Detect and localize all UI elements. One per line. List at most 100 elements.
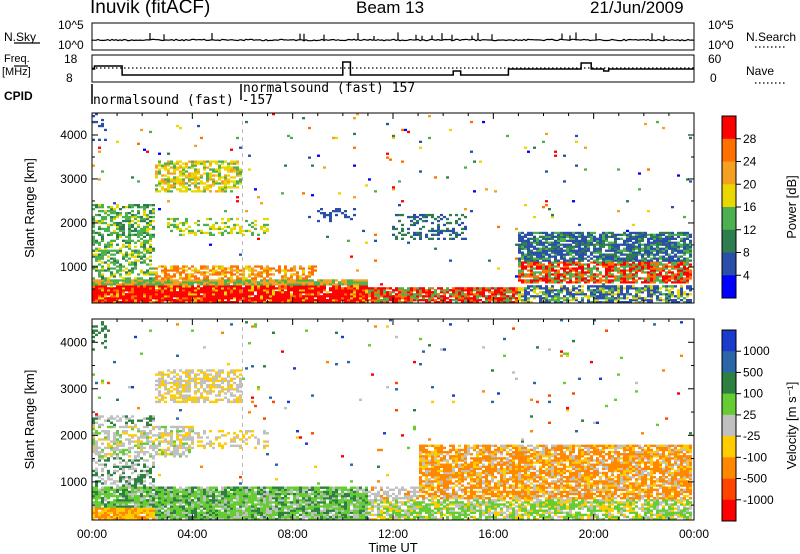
range-gate-cell (149, 255, 152, 258)
range-gate-cell (395, 237, 398, 240)
range-gate-cell (224, 295, 227, 298)
range-gate-cell (230, 231, 233, 235)
range-gate-cell (110, 285, 113, 288)
range-gate-cell (302, 267, 305, 270)
range-gate-cell (596, 281, 599, 284)
beam-title: Beam 13 (356, 0, 425, 17)
range-gate-cell (623, 233, 626, 236)
range-gate-cell (215, 279, 218, 282)
range-gate-cell (365, 184, 368, 187)
range-gate-cell (206, 297, 209, 300)
range-gate-cell (623, 247, 626, 250)
range-gate-cell (251, 225, 254, 229)
range-gate-cell (686, 301, 689, 304)
range-gate-cell (575, 275, 578, 278)
range-gate-cell (284, 279, 287, 282)
range-gate-cell (689, 269, 692, 272)
range-gate-cell (92, 249, 95, 252)
range-gate-cell (518, 245, 521, 248)
range-gate-cell (98, 507, 101, 510)
range-gate-cell (260, 227, 263, 231)
range-gate-cell (470, 150, 473, 153)
range-gate-cell (404, 128, 407, 132)
range-gate-cell (635, 279, 638, 282)
range-gate-cell (686, 249, 689, 252)
range-gate-cell (92, 287, 95, 290)
range-gate-cell (584, 293, 587, 296)
range-gate-cell (212, 295, 215, 298)
range-gate-cell (506, 287, 509, 290)
range-gate-cell (92, 253, 95, 256)
range-gate-cell (146, 225, 149, 229)
range-gate-cell (191, 279, 194, 282)
range-gate-cell (152, 287, 155, 290)
range-gate-cell (137, 239, 140, 242)
range-gate-cell (155, 267, 158, 270)
range-gate-cell (584, 243, 587, 246)
range-gate-cell (95, 507, 98, 510)
range-gate-cell (101, 469, 104, 473)
range-gate-cell (230, 180, 233, 183)
range-gate-cell (224, 168, 227, 171)
range-gate-cell (611, 257, 614, 260)
range-gate-cell (602, 257, 605, 260)
range-gate-cell (428, 289, 431, 292)
range-gate-cell (119, 227, 122, 231)
range-gate-cell (182, 277, 185, 280)
range-gate-cell (104, 480, 107, 483)
range-gate-cell (668, 259, 671, 262)
range-gate-cell (521, 301, 524, 304)
range-gate-cell (197, 160, 200, 163)
range-gate-cell (419, 170, 422, 173)
range-gate-cell (527, 301, 530, 304)
range-gate-cell (308, 126, 311, 130)
range-gate-cell (266, 275, 269, 278)
range-gate-cell (170, 265, 173, 268)
range-gate-cell (182, 271, 185, 274)
range-gate-cell (449, 289, 452, 292)
range-gate-cell (536, 261, 539, 264)
range-gate-cell (527, 253, 530, 256)
range-gate-cell (518, 261, 521, 264)
range-gate-cell (401, 223, 404, 227)
range-gate-cell (632, 245, 635, 248)
range-gate-cell (272, 291, 275, 294)
range-gate-cell (95, 249, 98, 252)
range-gate-cell (98, 206, 101, 209)
range-gate-cell (281, 279, 284, 282)
range-gate-cell (584, 168, 587, 171)
range-gate-cell (617, 269, 620, 272)
range-gate-cell (524, 204, 527, 207)
range-gate-cell (182, 170, 185, 173)
range-gate-cell (134, 488, 137, 491)
range-gate-cell (497, 225, 500, 229)
range-gate-cell (134, 227, 137, 231)
range-gate-cell (605, 253, 608, 256)
range-gate-cell (272, 293, 275, 296)
range-gate-cell (227, 225, 230, 229)
range-gate-cell (449, 221, 452, 225)
range-gate-cell (302, 299, 305, 302)
range-gate-cell (107, 213, 110, 217)
range-gate-cell (545, 267, 548, 270)
range-gate-cell (242, 297, 245, 300)
range-gate-cell (242, 293, 245, 296)
range-gate-cell (125, 448, 128, 452)
range-gate-cell (203, 188, 206, 191)
range-gate-cell (140, 295, 143, 298)
range-gate-cell (566, 233, 569, 236)
range-gate-cell (437, 233, 440, 236)
range-gate-cell (110, 281, 113, 284)
range-gate-cell (299, 293, 302, 296)
range-gate-cell (407, 301, 410, 304)
range-gate-cell (566, 299, 569, 302)
range-gate-cell (635, 245, 638, 248)
range-gate-cell (110, 486, 113, 489)
range-gate-cell (533, 295, 536, 298)
range-gate-cell (563, 279, 566, 282)
range-gate-cell (647, 275, 650, 278)
range-gate-cell (668, 297, 671, 300)
range-gate-cell (230, 166, 233, 169)
range-gate-cell (500, 287, 503, 290)
range-gate-cell (401, 301, 404, 304)
